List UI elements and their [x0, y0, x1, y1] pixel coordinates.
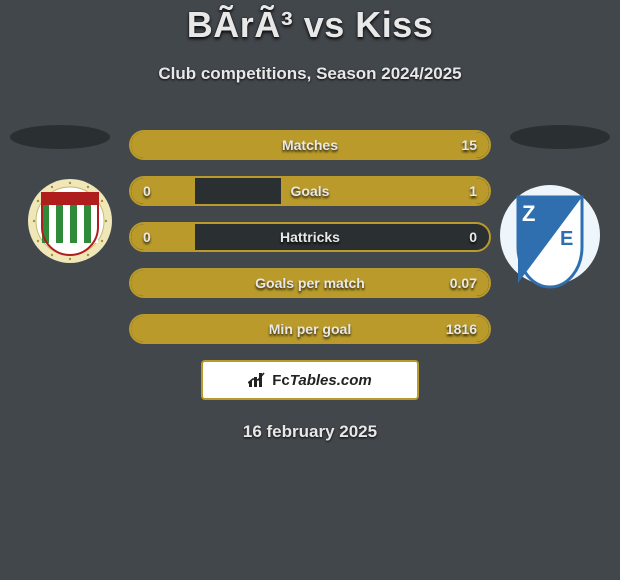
stat-label: Min per goal: [177, 321, 443, 337]
stat-row-matches: Matches 15: [129, 130, 491, 160]
stat-label: Goals: [177, 183, 443, 199]
stats-infographic: BÃ­rÃ³ vs Kiss Club competitions, Season…: [0, 0, 620, 580]
stats-container: Matches 15 0 Goals 1 0 Hattricks 0 Goals…: [129, 130, 491, 344]
stat-row-hattricks: 0 Hattricks 0: [129, 222, 491, 252]
watermark: FcTables.com: [201, 360, 419, 400]
stat-row-goals-per-match: Goals per match 0.07: [129, 268, 491, 298]
svg-text:T: T: [544, 210, 556, 232]
club-left-crest: [10, 125, 130, 285]
svg-text:Z: Z: [522, 201, 535, 226]
date-label: 16 february 2025: [0, 422, 620, 442]
stat-row-min-per-goal: Min per goal 1816: [129, 314, 491, 344]
subtitle: Club competitions, Season 2024/2025: [0, 64, 620, 84]
stat-label: Hattricks: [177, 229, 443, 245]
svg-text:E: E: [560, 228, 573, 250]
stat-label: Goals per match: [177, 275, 443, 291]
club-left: [10, 125, 130, 290]
stat-row-goals: 0 Goals 1: [129, 176, 491, 206]
bar-chart-icon: [248, 371, 268, 389]
watermark-text: FcTables.com: [272, 372, 372, 389]
stat-right-value: 0.07: [443, 275, 489, 291]
club-right-crest: T E Z: [490, 125, 610, 305]
page-title: BÃ­rÃ³ vs Kiss: [0, 4, 620, 46]
stat-left-value: 0: [131, 183, 177, 199]
stat-left-value: 0: [131, 229, 177, 245]
stat-right-value: 0: [443, 229, 489, 245]
stat-right-value: 1: [443, 183, 489, 199]
stat-right-value: 1816: [443, 321, 489, 337]
club-right: T E Z: [490, 125, 610, 310]
stat-right-value: 15: [443, 137, 489, 153]
stat-label: Matches: [177, 137, 443, 153]
